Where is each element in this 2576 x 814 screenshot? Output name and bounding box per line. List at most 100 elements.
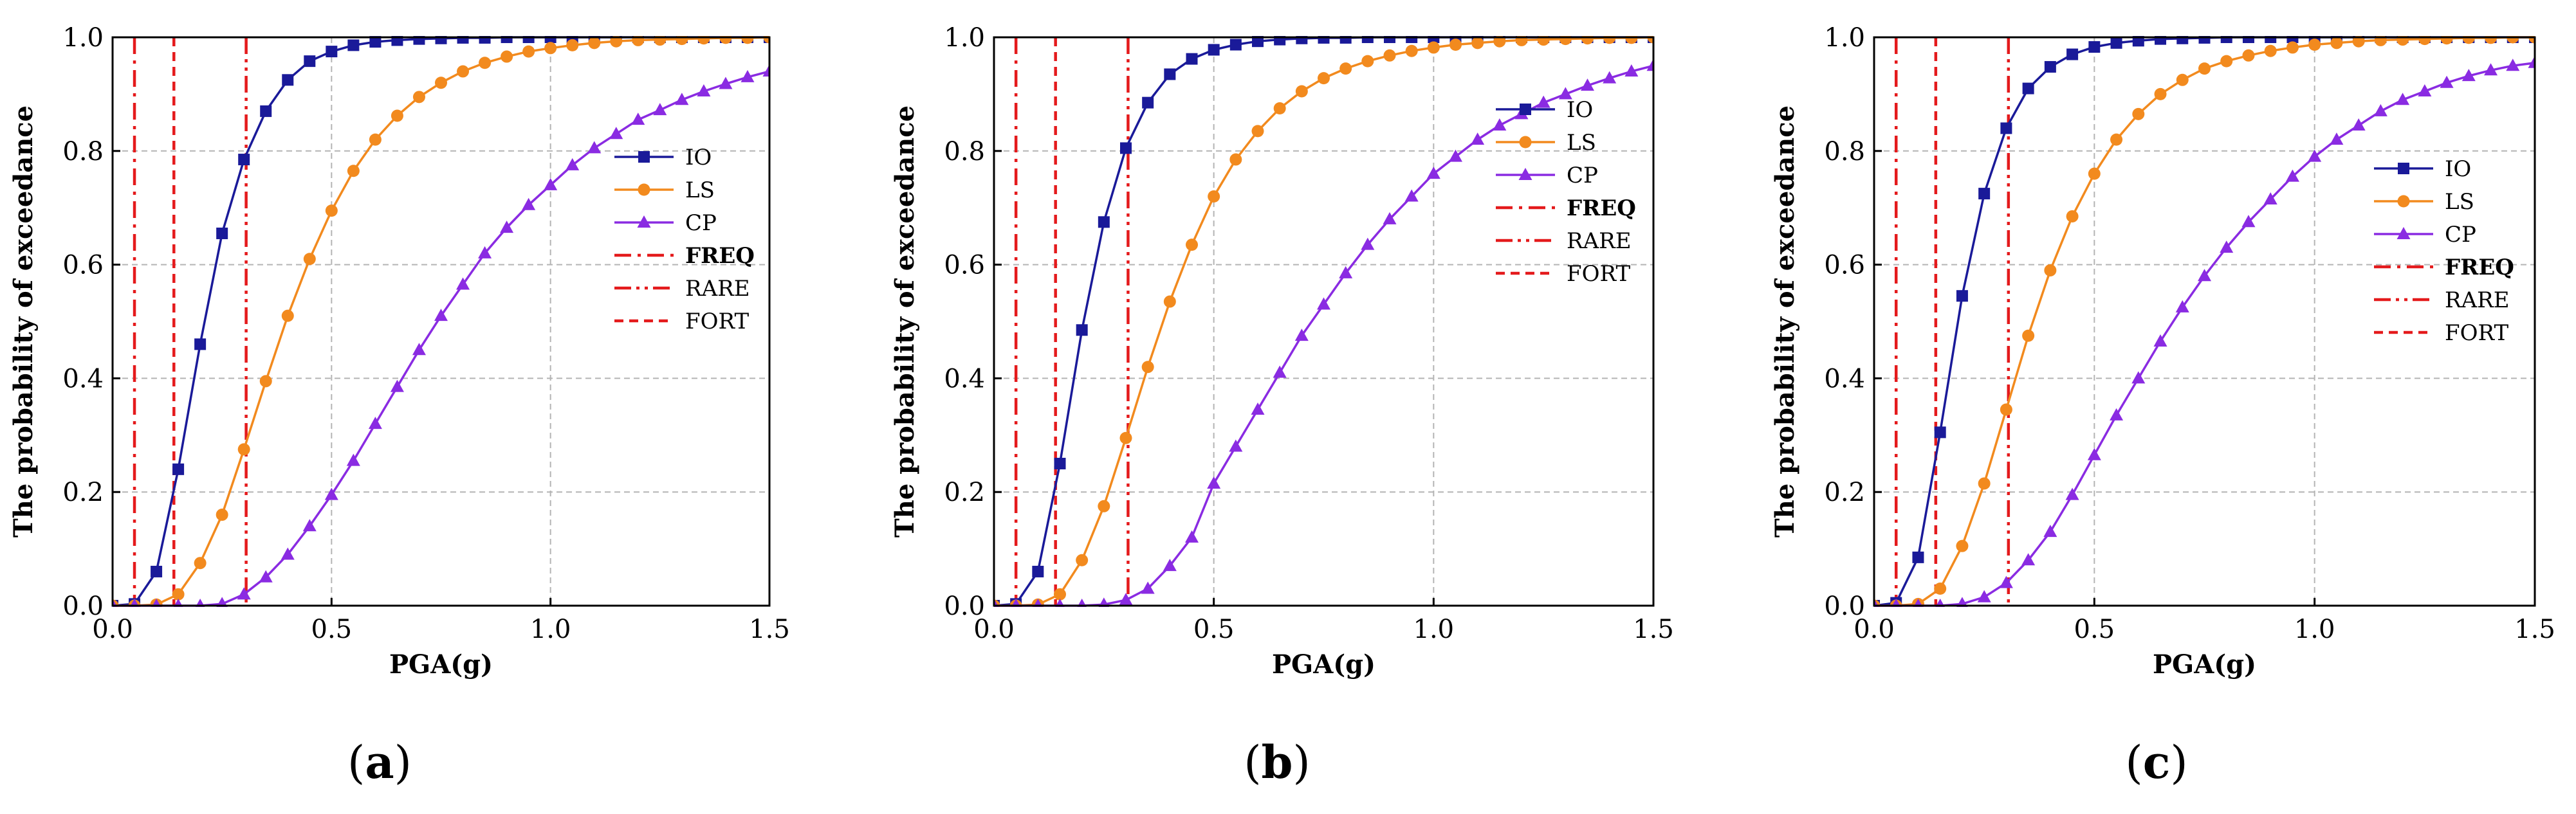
data-point-ls bbox=[610, 36, 623, 48]
data-point-cp bbox=[1273, 365, 1287, 378]
series-line-ls bbox=[1874, 36, 2535, 607]
x-tick-label: 1.0 bbox=[1413, 615, 1455, 644]
legend-label-fort: FORT bbox=[1567, 261, 1630, 287]
data-point-ls bbox=[1186, 239, 1198, 251]
data-point-ls bbox=[2286, 41, 2299, 54]
data-point-ls bbox=[501, 50, 513, 63]
data-point-io bbox=[1142, 96, 1154, 109]
data-point-ls bbox=[1318, 72, 1330, 85]
panel-label-a: (a) bbox=[347, 736, 412, 789]
chart-panel-b: 0.0 0.5 1.0 1.5 0.0 0.2 0.4 0.6 0.8 1.0 PGA(g) The … bbox=[890, 23, 1674, 789]
data-point-ls bbox=[2220, 55, 2233, 68]
data-point-ls bbox=[1295, 85, 1308, 98]
data-point-cp bbox=[281, 547, 295, 560]
data-point-ls bbox=[1141, 361, 1154, 374]
legend-label-io: IO bbox=[685, 145, 712, 170]
data-point-io bbox=[2155, 36, 2167, 45]
data-point-io bbox=[2066, 48, 2079, 60]
data-point-ls bbox=[566, 39, 579, 51]
legend-label-ls: LS bbox=[2445, 189, 2474, 215]
data-point-cp bbox=[653, 103, 667, 116]
legend-label-freq: FREQ bbox=[2445, 255, 2514, 280]
data-point-io bbox=[1384, 36, 1395, 43]
data-point-cp bbox=[324, 487, 338, 500]
legend-label-cp: CP bbox=[1567, 163, 1598, 188]
data-point-ls bbox=[2242, 49, 2255, 62]
data-point-io bbox=[260, 105, 272, 117]
data-point-io bbox=[1318, 36, 1330, 44]
y-tick-label: 0.0 bbox=[62, 592, 104, 621]
data-point-ls bbox=[2110, 133, 2123, 146]
data-point-ls bbox=[632, 36, 645, 46]
data-point-cp bbox=[259, 570, 273, 583]
data-point-cp bbox=[2065, 487, 2079, 500]
data-point-io bbox=[1339, 36, 1352, 44]
data-point-ls bbox=[1581, 36, 1594, 45]
data-point-cp bbox=[1207, 476, 1221, 489]
y-axis-label: The probability of exceedance bbox=[1770, 105, 1800, 538]
series-line-io bbox=[1874, 36, 2535, 607]
data-point-ls bbox=[544, 42, 557, 55]
data-point-ls bbox=[216, 509, 228, 521]
plot-frame bbox=[1873, 36, 2536, 607]
data-point-ls bbox=[1427, 41, 1440, 54]
data-point-cp bbox=[1581, 78, 1594, 91]
data-point-ls bbox=[2198, 62, 2211, 75]
y-tick-label: 0.8 bbox=[62, 137, 104, 167]
x-axis-label: PGA(g) bbox=[1272, 649, 1375, 680]
legend-label-rare: RARE bbox=[2445, 287, 2510, 313]
data-point-io bbox=[1229, 39, 1242, 51]
legend-label-cp: CP bbox=[2445, 222, 2476, 248]
data-point-cp bbox=[631, 113, 645, 125]
data-point-cp bbox=[566, 158, 580, 170]
data-point-ls bbox=[1449, 38, 1462, 51]
data-point-cp bbox=[1317, 297, 1330, 310]
data-point-ls bbox=[1098, 500, 1110, 512]
legend: IO LS CP FREQ RARE FORT bbox=[2374, 156, 2514, 346]
data-point-cp bbox=[1956, 597, 1968, 607]
data-point-ls bbox=[2374, 36, 2387, 46]
data-point-io bbox=[2088, 41, 2101, 53]
data-point-cp bbox=[675, 93, 689, 105]
data-point-cp bbox=[478, 246, 492, 258]
data-point-io bbox=[2198, 36, 2211, 44]
series-line-ls bbox=[994, 36, 1653, 607]
legend-marker-cp bbox=[637, 215, 651, 228]
data-point-cp bbox=[1646, 59, 1653, 71]
data-point-cp bbox=[2175, 300, 2189, 312]
data-point-cp bbox=[1098, 597, 1109, 607]
data-point-cp bbox=[302, 519, 317, 532]
data-point-cp bbox=[2153, 334, 2167, 347]
data-point-io bbox=[479, 36, 491, 44]
data-point-cp bbox=[2285, 169, 2299, 182]
data-point-ls bbox=[194, 557, 207, 570]
data-point-io bbox=[457, 36, 469, 44]
data-point-io bbox=[2265, 36, 2277, 43]
data-point-io bbox=[1274, 36, 1286, 46]
data-point-io bbox=[1956, 290, 1968, 302]
data-point-cp bbox=[368, 417, 382, 430]
legend-label-io: IO bbox=[2445, 156, 2471, 182]
y-tick-label: 0.0 bbox=[1824, 592, 1865, 621]
x-tick-label: 1.0 bbox=[530, 615, 571, 644]
data-point-io bbox=[1934, 426, 1946, 439]
x-tick-label: 0.0 bbox=[1854, 615, 1895, 644]
legend-label-ls: LS bbox=[685, 177, 715, 203]
plot-frame bbox=[111, 36, 771, 607]
y-tick-label: 0.2 bbox=[944, 478, 985, 507]
data-point-cp bbox=[2241, 215, 2256, 228]
y-tick-label: 0.2 bbox=[1824, 478, 1865, 507]
data-point-ls bbox=[1934, 582, 1947, 595]
data-point-io bbox=[544, 36, 557, 43]
data-point-cp bbox=[2087, 448, 2101, 460]
data-point-ls bbox=[697, 36, 710, 45]
data-point-io bbox=[1406, 36, 1418, 43]
data-point-ls bbox=[2397, 36, 2409, 46]
data-point-cp bbox=[1977, 590, 1991, 602]
data-point-cp bbox=[1119, 593, 1133, 606]
data-point-ls bbox=[1471, 37, 1484, 50]
data-point-cp bbox=[434, 309, 448, 321]
data-point-cp bbox=[237, 587, 251, 600]
data-point-cp bbox=[2043, 525, 2057, 538]
data-point-io bbox=[1912, 551, 1924, 563]
